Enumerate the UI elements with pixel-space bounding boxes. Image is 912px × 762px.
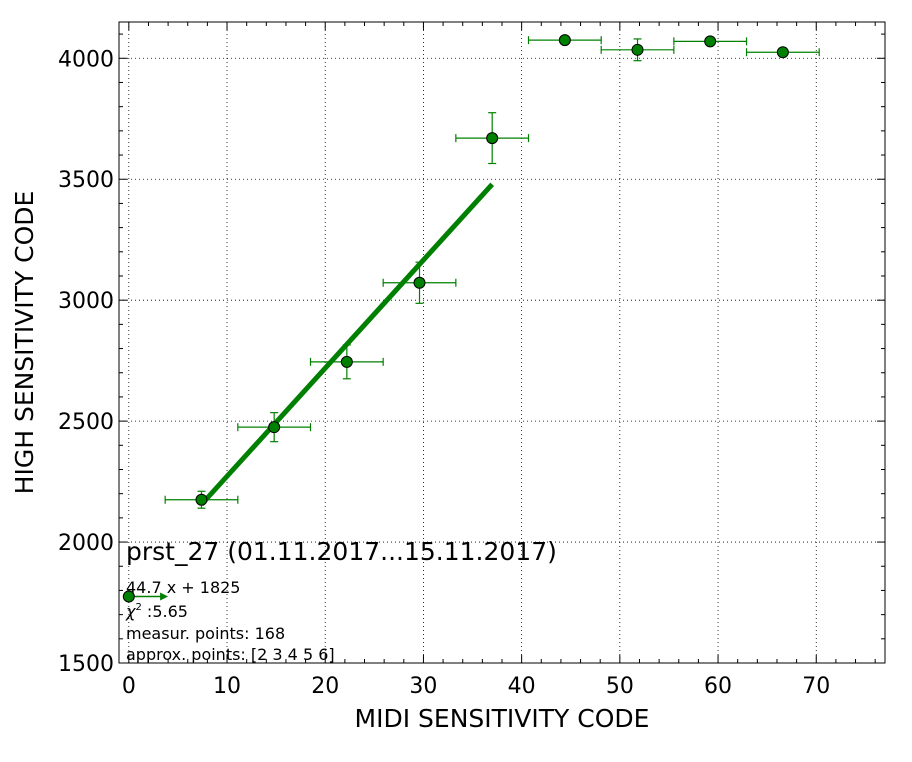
data-point [776, 46, 789, 59]
data-point [413, 276, 426, 289]
y-tick-label: 2500 [58, 410, 114, 435]
annotation-equation: 44.7 x + 1825 [126, 578, 240, 597]
x-axis-label: MIDI SENSITIVITY CODE [355, 704, 650, 733]
tick-marks [119, 22, 885, 664]
annotation-measur-points: measur. points: 168 [126, 624, 285, 643]
data-point [558, 34, 571, 47]
annotation-title: prst_27 (01.11.2017...15.11.2017) [126, 537, 557, 566]
chi-value: :5.65 [142, 602, 188, 621]
annotation-approx-points: approx. points: [2 3 4 5 6] [126, 645, 335, 664]
x-tick-label: 70 [802, 674, 830, 699]
data-point [486, 132, 499, 145]
x-tick-label: 10 [213, 674, 241, 699]
data-point [268, 421, 281, 434]
extra-point-group [122, 590, 169, 603]
x-tick-label: 30 [409, 674, 437, 699]
data-point [704, 35, 717, 48]
y-tick-label: 1500 [58, 652, 114, 677]
chi-symbol: χ [125, 602, 136, 621]
y-tick-label: 3000 [58, 289, 114, 314]
x-tick-label: 0 [122, 674, 136, 699]
x-tick-label: 40 [508, 674, 536, 699]
x-tick-label: 60 [704, 674, 732, 699]
data-point [195, 493, 208, 506]
annotation-chi-squared: χ2 :5.65 [125, 602, 188, 621]
chi-exponent: 2 [135, 602, 141, 613]
y-tick-label: 2000 [58, 531, 114, 556]
y-axis-label: HIGH SENSITIVITY CODE [10, 191, 39, 495]
extra-point [122, 590, 135, 603]
data-point [340, 355, 353, 368]
tick-labels: 0 10 20 30 40 50 60 70 1500 2000 2500 3000 3500 4000 [58, 47, 830, 699]
y-tick-label: 3500 [58, 168, 114, 193]
x-tick-label: 50 [606, 674, 634, 699]
data-point [631, 43, 644, 56]
data-points [195, 34, 789, 506]
extra-point-arrow-head [160, 592, 169, 601]
grid [119, 22, 885, 664]
y-tick-label: 4000 [58, 47, 114, 72]
plot-frame [118, 21, 886, 664]
x-tick-label: 20 [311, 674, 339, 699]
